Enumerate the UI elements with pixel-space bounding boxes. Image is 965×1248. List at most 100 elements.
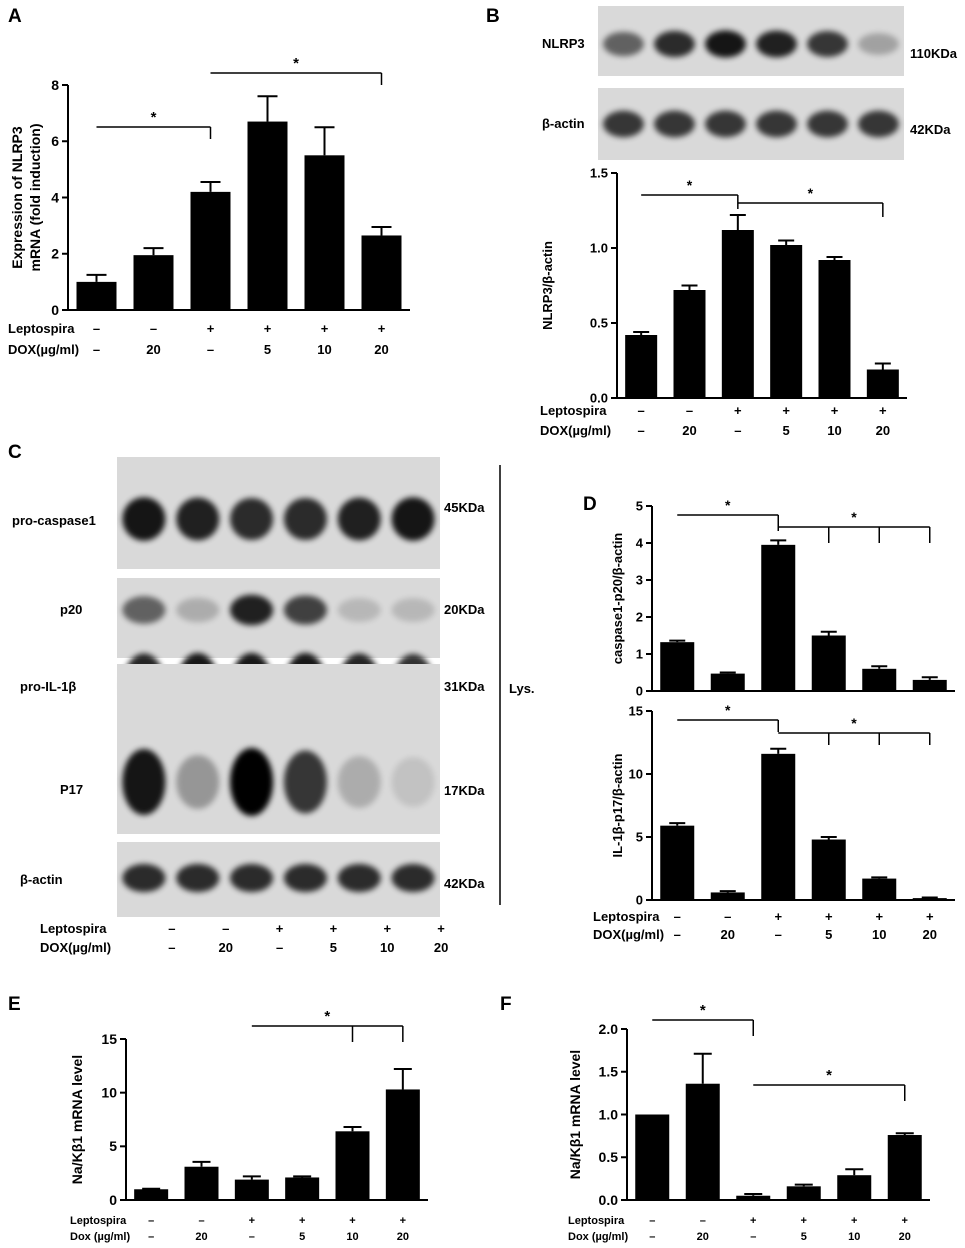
y-axis-label: IL-1β-p17/β-actin (610, 753, 625, 857)
dox-value: 20 (374, 342, 388, 357)
dox-value: – (638, 423, 645, 438)
dox-value: 20 (195, 1231, 207, 1243)
significance-star: * (851, 715, 857, 731)
y-tick-label: 5 (636, 830, 643, 845)
y-tick-label: 4 (636, 536, 644, 551)
bar-1 (635, 1114, 670, 1200)
y-tick-label: 1.5 (599, 1064, 619, 1080)
bar-3 (736, 1195, 771, 1200)
significance-star: * (826, 1067, 832, 1084)
blot-background (598, 6, 904, 76)
dox-value: 20 (146, 342, 160, 357)
leptospira-value: – (686, 403, 693, 418)
dox-value: 20 (721, 927, 735, 942)
leptospira-value: + (349, 1215, 355, 1227)
blot-size: 110KDa (910, 46, 958, 61)
significance-star: * (725, 497, 731, 513)
chart-d-bottom: 0 5 10 15 IL-1β-p17/β-actin * * (610, 702, 955, 908)
dox-label: DOX(µg/ml) (593, 927, 664, 942)
blot-band (337, 863, 381, 893)
dox-value: 20 (899, 1231, 911, 1243)
blot-band (122, 596, 166, 624)
leptospira-value: + (207, 321, 215, 336)
bar-3 (761, 753, 796, 900)
blot-band (283, 497, 327, 541)
treatment-table: Leptospira Dox (µg/ml) – – – 20 + – +5 +10 +20 (568, 1215, 911, 1243)
blot-actin-b (598, 88, 904, 160)
blot-band (756, 110, 797, 138)
blot-band (807, 110, 848, 138)
dox-value: 5 (783, 423, 790, 438)
bar-6 (866, 369, 899, 398)
blot-band (230, 594, 274, 626)
leptospira-value: + (801, 1215, 807, 1227)
blot-label: β-actin (20, 872, 63, 887)
bar-1 (660, 825, 695, 900)
leptospira-value: – (150, 321, 157, 336)
dox-value: – (734, 423, 741, 438)
significance-star: * (687, 177, 693, 193)
bar-6 (361, 235, 402, 310)
leptospira-label: Leptospira (593, 909, 660, 924)
dox-value: 10 (872, 927, 886, 942)
blot-band (391, 598, 435, 622)
blot-pro-caspase1 (117, 457, 440, 569)
significance-star: * (151, 109, 157, 126)
leptospira-value: – (93, 321, 100, 336)
y-axis-label: Na/Kβ1 mRNA level (69, 1055, 85, 1184)
leptospira-value: + (734, 403, 742, 418)
blot-p20 (117, 578, 440, 658)
leptospira-label: Leptospira (8, 321, 75, 336)
blot-p17 (117, 664, 440, 834)
leptospira-label: Leptospira (540, 403, 607, 418)
y-tick-label: 2 (636, 610, 643, 625)
y-tick-label: 1.0 (590, 241, 608, 256)
panel-label-b: B (486, 6, 500, 27)
y-tick-label: 2 (51, 246, 59, 262)
y-axis-label: caspase1-p20/β-actin (610, 533, 625, 665)
bar-5 (818, 260, 851, 398)
bar-2 (673, 290, 706, 398)
blot-band (603, 31, 644, 57)
leptospira-label: Leptospira (568, 1215, 625, 1227)
blot-size: 31KDa (444, 679, 485, 694)
leptospira-value: + (437, 921, 445, 936)
significance-star: * (700, 1002, 706, 1019)
y-tick-label: 4 (51, 189, 59, 205)
leptospira-value: + (400, 1215, 406, 1227)
y-tick-label: 8 (51, 77, 59, 93)
y-tick-label: 10 (101, 1085, 117, 1101)
chart-e: 0 5 10 15 Na/Kβ1 mRNA level * (69, 1008, 428, 1208)
y-tick-label: 0.0 (599, 1192, 619, 1208)
dox-value: – (93, 342, 100, 357)
leptospira-value: + (378, 321, 386, 336)
panel-label-f: F (500, 994, 512, 1015)
bar-1 (134, 1189, 169, 1200)
dox-value: 10 (346, 1231, 358, 1243)
significance-star: * (725, 702, 731, 718)
blot-label: β-actin (542, 116, 585, 131)
chart-d-top: 0 1 2 3 4 5 caspase1-p20/β-actin * * (610, 497, 955, 699)
blot-band (705, 30, 746, 58)
dox-value: 20 (697, 1231, 709, 1243)
dox-value: 5 (330, 940, 337, 955)
blot-band (176, 597, 220, 623)
y-tick-label: 10 (629, 767, 643, 782)
blot-size: 42KDa (910, 122, 951, 137)
blot-band (858, 33, 899, 55)
leptospira-value: + (299, 1215, 305, 1227)
dox-value: 10 (380, 940, 394, 955)
panel-label-a: A (8, 6, 22, 27)
leptospira-value: + (383, 921, 391, 936)
panel-label-c: C (8, 442, 22, 463)
bar-2 (184, 1166, 219, 1200)
bar-4 (811, 635, 846, 691)
bar-3 (190, 191, 231, 310)
leptospira-value: + (276, 921, 284, 936)
dox-label: Dox (µg/ml) (70, 1231, 130, 1243)
blot-size: 20KDa (444, 602, 485, 617)
blot-band (230, 748, 274, 816)
y-tick-label: 2.0 (599, 1021, 619, 1037)
